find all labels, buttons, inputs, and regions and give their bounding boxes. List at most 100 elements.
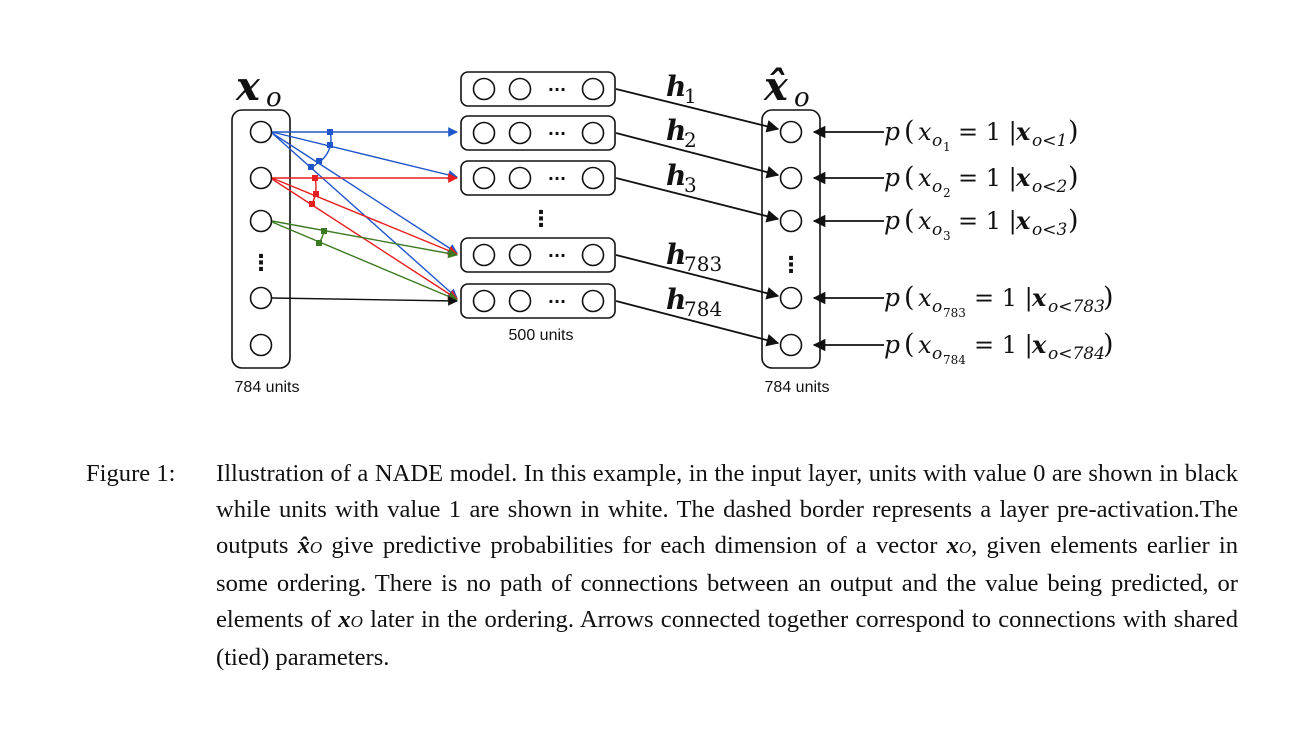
- prob-783: p ( x o 783 = 1 | x o<783 ): [884, 282, 1114, 320]
- svg-text:o: o: [932, 220, 942, 240]
- svg-text:o: o: [932, 177, 942, 197]
- prob-1: p ( x o 1 = 1 | x o<1 ): [884, 116, 1079, 154]
- figure-caption: Figure 1: Illustration of a NADE model. …: [86, 456, 1238, 676]
- hidden-units-label: 500 units: [509, 327, 574, 344]
- caption-text-1: Illustration of a NADE model. In this ex…: [216, 460, 1238, 559]
- svg-text:p: p: [884, 283, 900, 312]
- nade-diagram: x o ⋮ 784 units ··· ··· ···: [231, 63, 1114, 396]
- caption-symbol-3-sub: O: [350, 612, 363, 631]
- red-tie-markers: [309, 175, 319, 207]
- hidden-row-2: ···: [460, 115, 616, 151]
- svg-text:x: x: [918, 284, 932, 312]
- caption-symbol-2: x: [946, 532, 959, 559]
- prob-3: p ( x o 3 = 1 | x o<3 ): [884, 205, 1079, 243]
- svg-text:784: 784: [684, 297, 722, 321]
- caption-body: Illustration of a NADE model. In this ex…: [216, 456, 1238, 676]
- svg-text:(: (: [904, 329, 915, 360]
- svg-text:): ): [1068, 162, 1079, 193]
- svg-text:3: 3: [684, 173, 697, 197]
- svg-text:o: o: [932, 131, 942, 151]
- output-unit-783: [779, 286, 803, 310]
- svg-text:h: h: [666, 159, 686, 192]
- svg-text:2: 2: [943, 186, 951, 200]
- hidden-layer: ··· ··· ··· ⋮ ··· ··: [460, 71, 616, 344]
- svg-text:(: (: [904, 205, 915, 236]
- caption-symbol-1-sub: O: [309, 538, 323, 557]
- svg-text:x: x: [1031, 283, 1047, 312]
- output-unit-784: [779, 333, 803, 357]
- prob-784: p ( x o 784 = 1 | x o<784 ): [884, 329, 1114, 367]
- svg-text:): ): [1103, 329, 1114, 360]
- green-tie-markers: [316, 228, 327, 246]
- caption-symbol-1: x̂: [297, 532, 310, 559]
- blue-connections: [271, 127, 458, 299]
- caption-symbol-2-sub: O: [958, 538, 972, 557]
- svg-text:p: p: [884, 206, 900, 235]
- svg-text:···: ···: [548, 169, 566, 188]
- svg-text:x: x: [1031, 330, 1047, 359]
- svg-text:x: x: [1015, 206, 1031, 235]
- hidden-to-output-arrows: [615, 88, 780, 347]
- output-layer-box: [761, 109, 821, 369]
- hidden-row-784: ···: [460, 283, 616, 319]
- caption-text-4: later in the ordering. Arrows connected …: [216, 606, 1238, 671]
- input-vdots: ⋮: [250, 251, 272, 276]
- input-unit-3: [249, 209, 273, 233]
- svg-text:x: x: [918, 118, 932, 146]
- svg-text:= 1 |: = 1 |: [958, 164, 1017, 193]
- svg-text:o<2: o<2: [1032, 177, 1067, 197]
- svg-text:h: h: [666, 283, 686, 316]
- svg-text:···: ···: [548, 124, 566, 143]
- h-labels: h 1 h 2 h 3 h 783 h 784: [666, 70, 722, 321]
- svg-text:= 1 |: = 1 |: [974, 331, 1033, 360]
- svg-text:p: p: [884, 330, 900, 359]
- output-units-label: 784 units: [765, 379, 830, 396]
- input-unit-2: [249, 166, 273, 190]
- svg-text:3: 3: [943, 229, 951, 243]
- green-connections: [271, 220, 458, 302]
- input-units-label: 784 units: [235, 379, 300, 396]
- input-symbol: x: [235, 63, 261, 110]
- caption-symbol-3: x: [338, 606, 351, 633]
- svg-text:x: x: [918, 207, 932, 235]
- input-layer-box: [231, 109, 291, 369]
- svg-text:783: 783: [684, 252, 722, 276]
- output-subscript: o: [794, 83, 810, 113]
- svg-text:x: x: [1015, 163, 1031, 192]
- input-unit-784: [249, 333, 273, 357]
- svg-text:784: 784: [943, 353, 966, 367]
- svg-text:x: x: [1015, 117, 1031, 146]
- svg-text:1: 1: [943, 140, 951, 154]
- hidden-vdots: ⋮: [530, 207, 552, 232]
- svg-text:p: p: [884, 163, 900, 192]
- hidden-row-3: ···: [460, 160, 616, 196]
- output-unit-2: [779, 166, 803, 190]
- caption-text-2: give predictive probabilities for each d…: [322, 532, 947, 559]
- svg-text:o<3: o<3: [1032, 220, 1067, 240]
- input-unit-1: [249, 120, 273, 144]
- svg-text:···: ···: [548, 246, 566, 265]
- blue-tie-markers: [308, 129, 333, 170]
- black-connection: [271, 295, 458, 306]
- svg-text:x: x: [918, 331, 932, 359]
- caption-text-3: , given elements earlier in some orderin…: [216, 532, 1238, 633]
- svg-text:h: h: [666, 114, 686, 147]
- prob-2: p ( x o 2 = 1 | x o<2 ): [884, 162, 1079, 200]
- probability-arrows: [812, 125, 884, 352]
- svg-text:···: ···: [548, 292, 566, 311]
- svg-text:= 1 |: = 1 |: [958, 118, 1017, 147]
- probability-labels: p ( x o 1 = 1 | x o<1 ) p ( x o 2 = 1 | …: [884, 116, 1114, 367]
- hidden-row-783: ···: [460, 237, 616, 273]
- output-symbol: x̂: [763, 63, 789, 110]
- svg-text:o<1: o<1: [1032, 131, 1067, 151]
- input-layer-title: x o: [235, 63, 282, 113]
- svg-text:h: h: [666, 238, 686, 271]
- svg-text:o<783: o<783: [1048, 297, 1105, 317]
- output-unit-3: [779, 209, 803, 233]
- figure-label: Figure 1:: [86, 460, 176, 487]
- svg-text:= 1 |: = 1 |: [958, 207, 1017, 236]
- input-subscript: o: [266, 83, 282, 113]
- svg-text:o<784: o<784: [1048, 344, 1105, 364]
- svg-text:): ): [1068, 205, 1079, 236]
- svg-text:): ): [1068, 116, 1079, 147]
